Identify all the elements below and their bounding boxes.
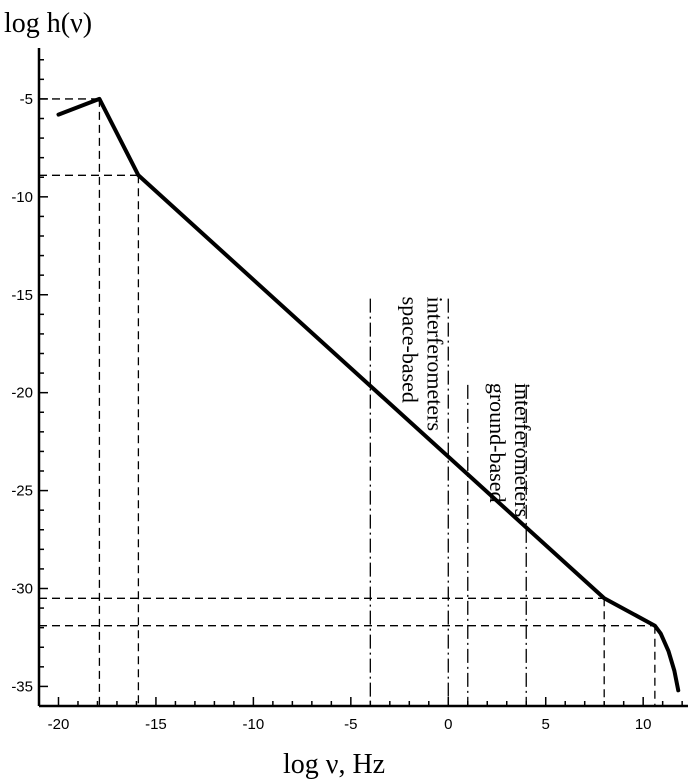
reference-lines <box>39 98 656 706</box>
y-tick-label: -10 <box>11 189 33 206</box>
y-tick-label: -30 <box>11 581 33 598</box>
band-label-secondary: interferometers <box>510 383 535 517</box>
series <box>56 96 681 693</box>
x-tick-label: 10 <box>635 716 652 733</box>
y-tick-label: -35 <box>11 678 33 695</box>
y-tick-label: -5 <box>20 91 33 108</box>
axes <box>37 48 688 708</box>
series-line <box>56 96 681 693</box>
y-tick-label: -20 <box>11 385 33 402</box>
x-tick-label: -5 <box>344 716 357 733</box>
band-label-secondary: interferometers <box>422 297 447 431</box>
x-tick-label: -15 <box>145 716 167 733</box>
x-axis-title: log ν, Hz <box>283 749 385 780</box>
y-tick-label: -25 <box>11 483 33 500</box>
tick-labels: -5 -10 -15 -20 -25 -30 -35 -20 -15 -10 -5 0 5 10 <box>11 91 651 733</box>
band-label: ground-based <box>485 383 510 503</box>
y-tick-label: -15 <box>11 287 33 304</box>
x-tick-label: -10 <box>243 716 265 733</box>
x-tick-label: -20 <box>48 716 70 733</box>
x-tick-label: 5 <box>542 716 550 733</box>
band-label: space-based <box>397 297 422 403</box>
y-axis-title: log h(ν) <box>4 8 92 39</box>
x-tick-label: 0 <box>444 716 452 733</box>
